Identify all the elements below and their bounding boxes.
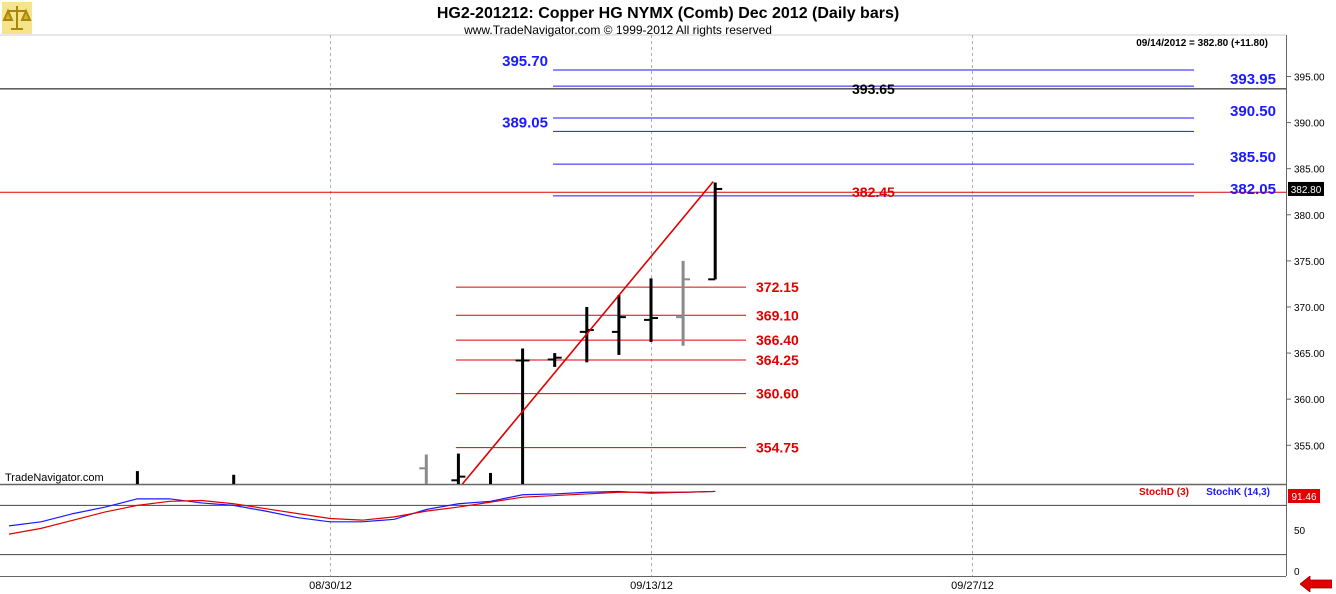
last-price-box [1288,181,1324,196]
y-tick-label: 375.00 [1294,257,1325,268]
blue-level-label: 389.05 [502,114,548,131]
legend-stochk: StochK (14,3) [1206,487,1270,498]
scales-icon [2,2,32,34]
red-level-label: 369.10 [756,307,799,323]
last-quote-label: 09/14/2012 = 382.80 (+11.80) [1136,38,1268,49]
stoch-last-label: 91.46 [1291,492,1316,503]
x-tick-label: 09/27/12 [951,580,994,592]
trendline-segment [461,181,714,485]
red-level-label: 360.60 [756,386,799,402]
stoch-tick-label: 0 [1294,567,1300,578]
line-annotation: 393.65 [852,81,895,97]
x-axis: 08/30/12 09/13/12 09/27/12 [309,580,994,592]
y-tick-label: 385.00 [1294,165,1325,176]
chart-title: HG2-201212: Copper HG NYMX (Comb) Dec 20… [437,5,899,22]
horizontal-lines [0,88,1286,193]
y-tick-label: 355.00 [1294,441,1325,452]
x-tick-label: 08/30/12 [309,580,352,592]
trendline [461,181,714,485]
red-level-label: 372.15 [756,279,799,295]
y-tick-label: 365.00 [1294,349,1325,360]
stoch-last-box [1288,489,1320,504]
stoch-series-line [8,490,716,527]
red-level-label: 364.25 [756,352,799,368]
blue-level-label: 393.95 [1230,71,1276,88]
y-tick-label: 395.00 [1294,72,1325,83]
y-tick-label: 380.00 [1294,211,1325,222]
stoch-series-line [8,490,716,535]
y-axis: 355.00 360.00 365.00 370.00 375.00 380.00 385.… [1286,72,1325,452]
chart-frames [0,34,1287,577]
blue-level-label: 395.70 [502,53,548,70]
red-level-label: 354.75 [756,440,799,456]
y-tick-label: 370.00 [1294,303,1325,314]
stoch-tick-label: 50 [1294,526,1306,537]
blue-level-label: 382.05 [1230,181,1276,198]
watermark: TradeNavigator.com [5,472,104,484]
blue-level-label: 385.50 [1230,149,1276,166]
y-tick-label: 390.00 [1294,119,1325,130]
legend-stochd: StochD (3) [1139,487,1189,498]
x-tick-label: 09/13/12 [630,580,673,592]
red-level-label: 366.40 [756,332,799,348]
last-price-label: 382.80 [1291,185,1322,196]
blue-level-label: 390.50 [1230,103,1276,120]
copyright-subtitle: www.TradeNavigator.com © 1999-2012 All r… [463,23,772,37]
level-lines: 395.70 393.95 390.50 389.05 385.50 382.05 372.… [456,53,1276,456]
y-tick-label: 360.00 [1294,395,1325,406]
line-annotation: 382.45 [852,184,895,200]
price-bars [135,182,723,484]
scroll-left-arrow-icon[interactable] [1300,576,1332,592]
